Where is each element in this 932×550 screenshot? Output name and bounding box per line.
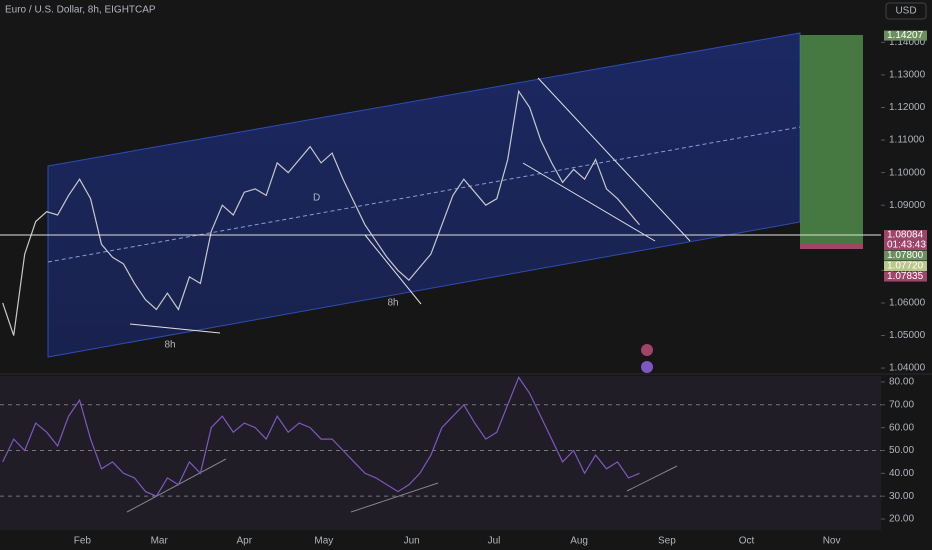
y-tick-label: 1.11000 bbox=[889, 135, 925, 146]
x-tick-label: Jun bbox=[404, 536, 420, 547]
event-icon[interactable] bbox=[641, 344, 653, 356]
price-tag-label: 1.07835 bbox=[887, 271, 924, 282]
y-tick-label: 1.12000 bbox=[889, 102, 926, 113]
x-tick-label: Aug bbox=[570, 536, 588, 547]
channel-mid bbox=[47, 126, 801, 263]
event-icon[interactable] bbox=[641, 361, 653, 373]
y-tick-label: 80.00 bbox=[889, 377, 914, 388]
x-tick-label: May bbox=[314, 536, 333, 547]
y-tick-label: 1.04000 bbox=[889, 363, 926, 374]
y-tick-label: 1.09000 bbox=[889, 200, 926, 211]
x-tick-label: Sep bbox=[658, 536, 676, 547]
price-tag bbox=[884, 250, 927, 261]
price-tag-label: 1.08084 bbox=[887, 230, 924, 241]
y-tick-label: 70.00 bbox=[889, 399, 914, 410]
y-tick-label: 20.00 bbox=[889, 514, 914, 525]
series-line bbox=[2, 89, 640, 336]
annotation: 8h bbox=[387, 298, 398, 309]
y-tick-label: 1.06000 bbox=[889, 298, 926, 309]
annotation: D bbox=[313, 193, 320, 204]
rsi-pane bbox=[0, 376, 881, 530]
x-tick-label: Apr bbox=[236, 536, 252, 547]
currency: USD bbox=[895, 6, 916, 17]
price-tag bbox=[884, 30, 927, 41]
y-tick-label: 60.00 bbox=[889, 422, 914, 433]
y-tick-label: 40.00 bbox=[889, 468, 914, 479]
long-position bbox=[800, 35, 863, 244]
price-tag-label: 1.07800 bbox=[887, 250, 924, 261]
y-tick-label: 1.10000 bbox=[889, 167, 926, 178]
price-tag bbox=[884, 261, 927, 272]
y-tick-label: 1.13000 bbox=[889, 70, 926, 81]
chart-title: Euro / U.S. Dollar, 8h, EIGHTCAP bbox=[5, 5, 156, 16]
y-tick-label: 30.00 bbox=[889, 491, 914, 502]
y-tick-label: 1.05000 bbox=[889, 330, 926, 341]
x-tick-label: Feb bbox=[74, 536, 92, 547]
y-tick-label: 50.00 bbox=[889, 445, 914, 456]
price-tag-label: 1.07720 bbox=[887, 261, 924, 272]
series-line bbox=[2, 376, 640, 497]
annotation: 8h bbox=[164, 340, 175, 351]
y-tick-label: 1.14000 bbox=[889, 37, 926, 48]
currency-button[interactable] bbox=[885, 2, 927, 20]
countdown-bg bbox=[884, 240, 927, 251]
x-tick-label: Oct bbox=[739, 536, 755, 547]
x-tick-label: Jul bbox=[488, 536, 501, 547]
price-tag-label: 1.14207 bbox=[887, 30, 924, 41]
x-tick-label: Nov bbox=[823, 536, 841, 547]
price-tag bbox=[884, 230, 927, 241]
x-tick-label: Mar bbox=[151, 536, 169, 547]
stop-zone bbox=[800, 244, 863, 249]
countdown: 01:43:43 bbox=[887, 240, 926, 251]
price-tag bbox=[884, 271, 927, 282]
